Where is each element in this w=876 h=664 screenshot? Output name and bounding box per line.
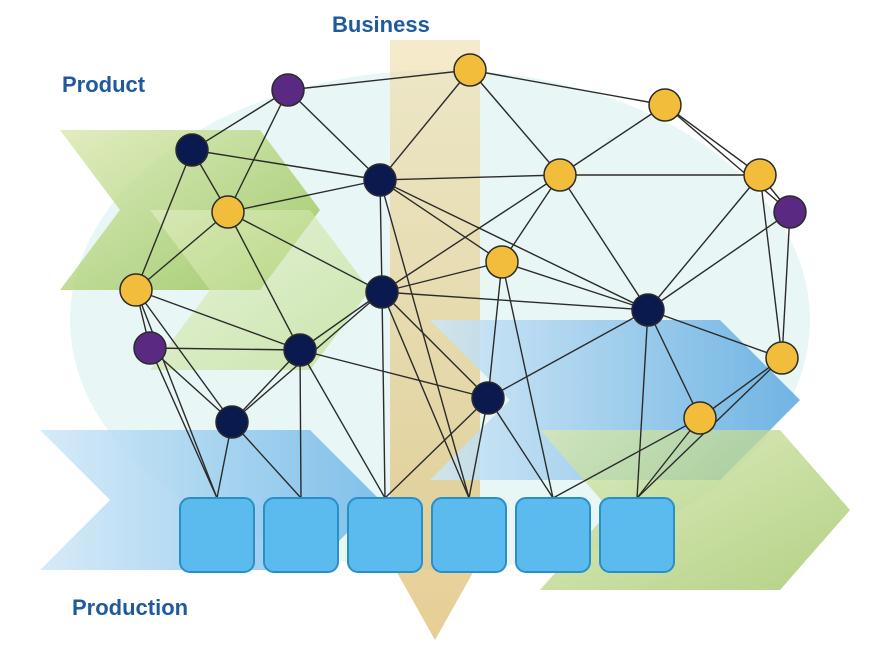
- network-node: [684, 402, 716, 434]
- network-node: [212, 196, 244, 228]
- network-node: [774, 196, 806, 228]
- network-node: [766, 342, 798, 374]
- network-node: [744, 159, 776, 191]
- network-node: [120, 274, 152, 306]
- network-node: [216, 406, 248, 438]
- network-node: [176, 134, 208, 166]
- production-box: [180, 498, 254, 572]
- diagram-stage: Business Product Production: [0, 0, 876, 664]
- network-node: [284, 334, 316, 366]
- production-box: [516, 498, 590, 572]
- network-edge: [300, 350, 301, 498]
- production-box: [348, 498, 422, 572]
- label-production: Production: [72, 595, 188, 621]
- label-product: Product: [62, 72, 145, 98]
- network-node: [632, 294, 664, 326]
- production-box: [600, 498, 674, 572]
- network-node: [649, 89, 681, 121]
- diagram-canvas: [0, 0, 876, 664]
- network-node: [544, 159, 576, 191]
- network-node: [486, 246, 518, 278]
- production-box: [432, 498, 506, 572]
- network-node: [134, 332, 166, 364]
- network-node: [364, 164, 396, 196]
- network-node: [472, 382, 504, 414]
- production-box: [264, 498, 338, 572]
- label-business: Business: [332, 12, 430, 38]
- network-node: [272, 74, 304, 106]
- network-node: [366, 276, 398, 308]
- network-node: [454, 54, 486, 86]
